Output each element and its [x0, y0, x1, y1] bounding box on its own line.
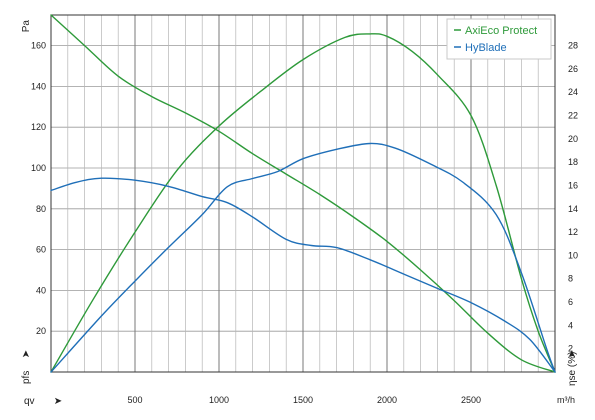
left-tick-label: 80: [36, 204, 46, 214]
left-tick-label: 40: [36, 285, 46, 295]
x-tick-label: 2000: [377, 395, 397, 405]
grid: [51, 15, 555, 372]
x-tick-label: 1500: [293, 395, 313, 405]
right-tick-label: 6: [568, 297, 573, 307]
right-tick-label: 22: [568, 111, 578, 121]
right-tick-label: 16: [568, 180, 578, 190]
right-tick-label: 4: [568, 320, 573, 330]
right-axis-symbol: ηse (%): [567, 352, 578, 386]
right-tick-label: 8: [568, 274, 573, 284]
right-tick-label: 12: [568, 227, 578, 237]
right-tick-label: 10: [568, 250, 578, 260]
legend-label-axieco: AxiEco Protect: [465, 25, 537, 37]
left-tick-label: 140: [31, 81, 46, 91]
legend: AxiEco Protect HyBlade: [446, 18, 552, 60]
left-tick-label: 120: [31, 122, 46, 132]
x-tick-label: 1000: [209, 395, 229, 405]
right-tick-label: 18: [568, 157, 578, 167]
right-tick-label: 2: [568, 344, 573, 354]
right-tick-label: 14: [568, 204, 578, 214]
x-axis-symbol: qv: [24, 396, 35, 407]
left-axis-arrow-icon: ➤: [21, 350, 32, 358]
left-tick-label: 20: [36, 326, 46, 336]
x-tick-label: 500: [127, 395, 142, 405]
left-tick-label: 160: [31, 41, 46, 51]
left-axis-symbol: pfs: [21, 371, 32, 384]
legend-box: [446, 18, 552, 60]
x-axis-arrow-icon: ➤: [54, 396, 62, 407]
plot-frame: [50, 14, 556, 373]
x-tick-label: 2500: [461, 395, 481, 405]
left-axis-unit: Pa: [21, 20, 32, 33]
left-tick-label: 100: [31, 163, 46, 173]
series-lines: [50, 14, 556, 373]
x-axis-unit: m³/h: [557, 395, 575, 405]
hyblade-efficiency-curve: [50, 142, 556, 373]
right-tick-label: 28: [568, 41, 578, 51]
axieco-protect-efficiency-curve: [50, 33, 556, 373]
left-tick-label: 60: [36, 245, 46, 255]
right-axis-arrow-icon: ➤: [567, 350, 578, 358]
legend-label-hyblade: HyBlade: [465, 42, 507, 54]
right-tick-label: 24: [568, 87, 578, 97]
right-tick-label: 26: [568, 64, 578, 74]
right-tick-label: 20: [568, 134, 578, 144]
axieco-protect-pressure-curve: [50, 14, 556, 373]
hyblade-pressure-curve: [50, 177, 556, 373]
tick-labels: 2040608010012014016024681012141618202224…: [31, 41, 578, 405]
